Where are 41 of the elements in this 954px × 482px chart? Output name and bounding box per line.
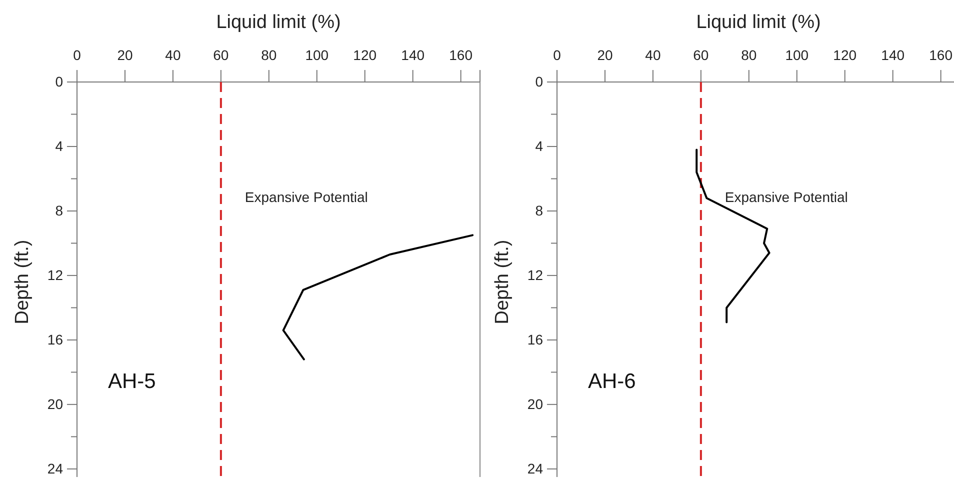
x-axis-title: Liquid limit (%) bbox=[216, 12, 341, 33]
y-tick-label: 4 bbox=[535, 138, 544, 154]
y-tick-label: 16 bbox=[527, 331, 544, 348]
x-tick-label: 0 bbox=[73, 47, 82, 63]
ref-line-label: Expansive Potential bbox=[244, 189, 368, 205]
y-tick-label: 20 bbox=[47, 396, 64, 412]
x-tick-label: 140 bbox=[881, 47, 905, 63]
y-tick-label: 12 bbox=[47, 266, 64, 283]
annotation: AH-5 bbox=[108, 370, 156, 393]
y-tick-label: 20 bbox=[527, 396, 544, 412]
y-axis-title: Depth (ft.) bbox=[492, 240, 513, 324]
y-tick-label: 12 bbox=[527, 266, 544, 283]
x-tick-label: 80 bbox=[261, 47, 277, 63]
y-tick-label: 4 bbox=[55, 138, 64, 154]
x-tick-label: 100 bbox=[785, 47, 809, 63]
ref-line-label: Expansive Potential bbox=[724, 189, 848, 205]
y-tick-label: 0 bbox=[55, 73, 64, 90]
x-tick-label: 160 bbox=[449, 47, 473, 63]
annotation: AH-6 bbox=[588, 370, 636, 393]
x-tick-label: 60 bbox=[213, 47, 229, 63]
y-tick-label: 8 bbox=[55, 202, 64, 218]
y-tick-label: 16 bbox=[47, 331, 64, 348]
y-tick-label: 8 bbox=[535, 202, 544, 218]
x-tick-label: 120 bbox=[353, 47, 377, 63]
x-tick-label: 120 bbox=[833, 47, 857, 63]
x-tick-label: 160 bbox=[929, 47, 953, 63]
y-tick-label: 24 bbox=[47, 460, 64, 476]
x-tick-label: 40 bbox=[165, 47, 181, 63]
x-tick-label: 40 bbox=[645, 47, 661, 63]
line-series bbox=[282, 234, 474, 360]
x-tick-label: 20 bbox=[597, 47, 613, 63]
x-tick-label: 60 bbox=[693, 47, 709, 63]
y-tick-label: 24 bbox=[527, 460, 544, 476]
y-tick-label: 0 bbox=[535, 73, 544, 90]
x-tick-label: 140 bbox=[401, 47, 425, 63]
x-tick-label: 0 bbox=[553, 47, 562, 63]
y-axis-title: Depth (ft.) bbox=[12, 240, 33, 324]
x-axis-title: Liquid limit (%) bbox=[696, 12, 821, 33]
x-tick-label: 20 bbox=[117, 47, 133, 63]
x-tick-label: 80 bbox=[741, 47, 757, 63]
x-tick-label: 100 bbox=[305, 47, 329, 63]
